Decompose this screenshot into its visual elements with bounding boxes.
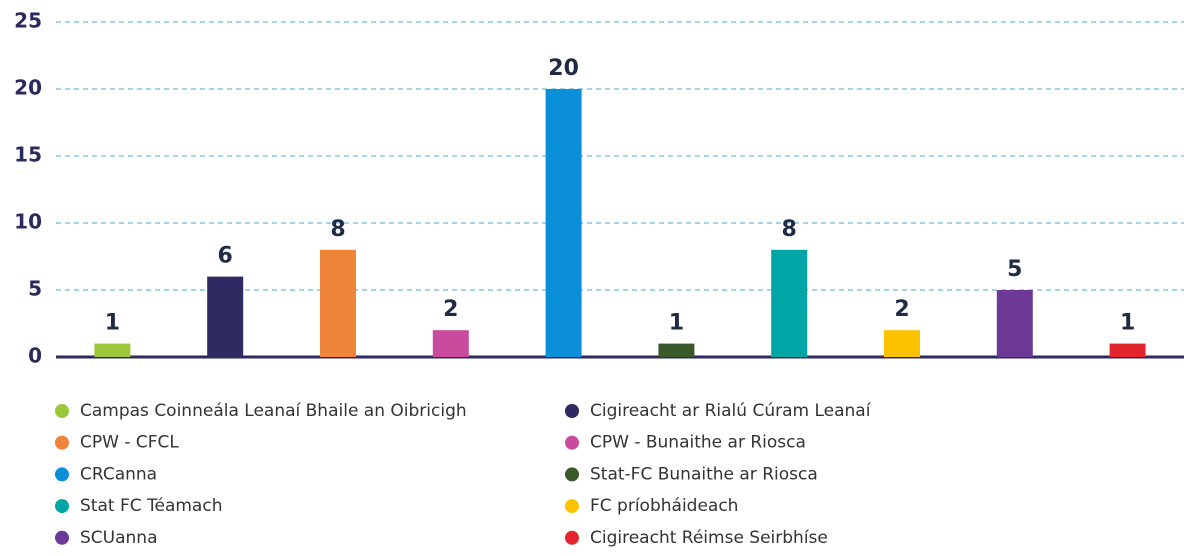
legend-label: Stat-FC Bunaithe ar Riosca [590,464,818,484]
legend-marker [55,467,69,482]
legend-marker [55,404,69,418]
legend-label: FC príobháideach [590,496,738,516]
bar [94,343,131,357]
bar [545,89,582,357]
legend-marker [565,404,579,418]
bar [207,276,244,357]
y-tick-label: 25 [14,9,42,33]
y-tick-label: 15 [14,143,42,167]
bar [432,330,469,357]
legend-label: CPW - Bunaithe ar Riosca [590,433,806,453]
legend-label: Stat FC Téamach [80,496,222,516]
bar [884,330,920,357]
legend-marker [565,499,579,514]
data-label: 5 [1007,257,1022,282]
data-label: 1 [105,311,120,336]
bar [996,290,1033,357]
bar [658,343,695,357]
legend-marker [55,499,69,514]
data-label: 20 [548,56,579,81]
bar [771,249,808,357]
legend-marker [55,530,69,545]
legend-marker [565,467,579,482]
data-label: 2 [443,297,458,322]
data-label: 1 [669,311,684,336]
data-label: 6 [218,244,233,269]
legend-marker [55,435,69,450]
data-label: 8 [782,217,797,242]
legend-label: Cigireacht ar Rialú Cúram Leanaí [590,401,872,421]
bar [1109,343,1146,357]
bar [320,249,356,357]
data-label: 1 [1120,311,1135,336]
y-tick-label: 0 [28,344,42,368]
legend-label: CRCanna [80,464,157,484]
y-tick-label: 5 [28,277,42,301]
legend-label: CPW - CFCL [80,433,179,453]
y-tick-label: 20 [14,76,42,100]
legend-marker [565,435,579,450]
legend-label: Cigireacht Réimse Seirbhíse [590,528,828,548]
legend-marker [565,530,579,545]
data-label: 2 [894,297,909,322]
y-tick-label: 10 [14,210,42,234]
legend-label: SCUanna [80,528,158,548]
data-label: 8 [330,217,345,242]
legend-label: Campas Coinneála Leanaí Bhaile an Oibric… [80,401,467,421]
